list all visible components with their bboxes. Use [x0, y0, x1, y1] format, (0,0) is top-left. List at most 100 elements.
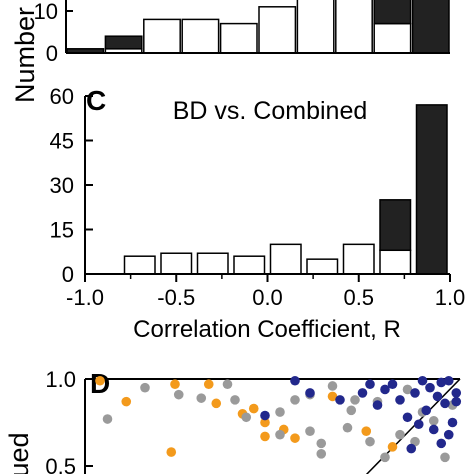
panel-d-point-s2-21	[443, 429, 454, 440]
panel-d-y-ticks: 0.5 1.0	[45, 367, 93, 474]
panel-d-points	[95, 375, 462, 463]
panel-c-bar-open-4	[269, 243, 302, 275]
panel-c-bar-open-3	[233, 255, 266, 275]
panel-c-y-tick-label-0: 0	[62, 262, 74, 287]
panel-d-point-s1-4	[222, 379, 233, 390]
panel-c-x-ticks: -1.0 -0.5 0.0 0.5 1.0	[66, 274, 465, 310]
panel-b-bar-open-7	[335, 0, 373, 54]
panel-d-point-s2-12	[417, 375, 428, 386]
panel-d-point-s2-24	[451, 396, 462, 407]
panel-d-point-s2-16	[436, 377, 447, 388]
panel-c-bar-filled-8	[415, 104, 448, 275]
panel-d-point-s2-0	[260, 410, 270, 421]
panel-d-point-s2-8	[387, 379, 398, 390]
panel-d-y-axis-label: ued	[4, 432, 34, 474]
panel-d-point-s2-5	[365, 379, 375, 390]
panel-d-point-s2-17	[440, 398, 450, 409]
panel-d-point-s1-8	[290, 395, 300, 405]
panel-c-bars	[123, 104, 448, 275]
panel-d-point-s2-22	[413, 419, 424, 430]
panel-c-y-tick-label-45: 45	[50, 129, 74, 154]
panel-d-point-s0-14	[387, 442, 398, 452]
panel-c: C BD vs. Combined 0 15 30 45 60 -1.0 -0.5 0.0 0…	[50, 84, 466, 343]
panel-d-point-s2-6	[372, 400, 383, 410]
panel-b-bar-open-2	[143, 18, 181, 54]
panel-d-point-s2-15	[432, 391, 443, 402]
panel-d-point-s1-9	[305, 426, 315, 437]
panel-d-point-s2-9	[395, 395, 405, 405]
panel-d-point-s0-2	[170, 379, 180, 390]
panel-d-y-tick-label-0.5: 0.5	[45, 454, 76, 474]
panel-d-point-s2-19	[447, 417, 458, 428]
panel-d-point-s2-2	[305, 388, 315, 398]
panel-b-y-tick-label-0: 0	[46, 41, 58, 66]
panel-c-label: C	[86, 85, 106, 116]
panel-d-point-s0-4	[211, 398, 222, 409]
panel-b-y-axis-label: Number	[10, 7, 40, 103]
panel-d-point-s1-11	[327, 381, 338, 391]
panel-c-y-tick-label-30: 30	[50, 173, 74, 198]
panel-c-y-ticks: 0 15 30 45 60	[50, 84, 93, 287]
panel-c-x-axis-label: Correlation Coefficient, R	[133, 316, 401, 343]
panel-d-point-s2-13	[421, 405, 432, 416]
panel-d-point-s0-11	[290, 433, 300, 443]
panel-d-point-s1-27	[316, 449, 327, 459]
panel-d-point-s1-7	[275, 429, 285, 440]
panel-c-bar-open-2	[196, 252, 229, 275]
panel-d-point-s0-6	[248, 403, 259, 414]
panel-d-point-s0-10	[166, 447, 177, 457]
panel-d-point-s2-14	[425, 382, 435, 393]
panel-c-x-tick-label-0.0: 0.0	[252, 285, 283, 310]
panel-c-x-tick-label-1.0: 1.0	[435, 285, 466, 310]
panel-d-point-s1-10	[316, 438, 327, 449]
panel-d-point-s1-13	[346, 405, 357, 416]
panel-d-point-s0-8	[260, 417, 270, 428]
panel-b-y-tick-labels: 0 10	[34, 0, 73, 66]
panel-c-bar-open-1	[160, 252, 193, 275]
panel-d-point-s2-20	[451, 388, 462, 398]
panel-b-bar-filled-8	[373, 0, 412, 25]
panel-d-point-s0-7	[260, 431, 270, 442]
panel-d-point-s0-12	[361, 426, 372, 437]
panel-d-point-s0-1	[121, 396, 132, 407]
panel-c-bar-open-7	[379, 249, 412, 275]
panel-b-bars	[66, 0, 450, 54]
panel-d-point-s1-22	[428, 415, 439, 426]
panel-b-y-tick-label-10: 10	[34, 0, 58, 24]
panel-d-point-s2-23	[436, 438, 447, 449]
panel-c-bar-filled-7	[379, 199, 412, 252]
panel-d-point-s1-0	[102, 414, 113, 424]
panel-c-title: BD vs. Combined	[173, 97, 368, 125]
panel-c-y-tick-label-15: 15	[50, 218, 74, 243]
panel-d-point-s2-18	[443, 375, 454, 386]
panel-b-bar-filled-9	[411, 0, 450, 54]
panel-b-bar-open-8	[373, 22, 412, 54]
panel-d-point-s0-0	[95, 375, 105, 386]
panel-d-point-s2-3	[335, 395, 345, 405]
panel-d-point-s1-3	[196, 393, 207, 403]
panel-d-point-s2-25	[406, 443, 417, 454]
panel-d-point-s1-23	[440, 452, 450, 463]
panel-d-point-s2-1	[290, 375, 300, 386]
panel-c-bar-open-6	[342, 243, 375, 275]
panel-d-y-tick-label-1.0: 1.0	[45, 367, 76, 392]
panel-d-point-s1-12	[342, 422, 353, 433]
panel-d-point-s2-11	[410, 388, 420, 398]
panel-b-bar-open-5	[258, 6, 297, 54]
panel-b-bar-open-3	[181, 18, 220, 54]
panel-d-point-s2-10	[402, 412, 413, 423]
panel-d-point-s1-17	[380, 452, 390, 463]
panel-d-point-s1-1	[140, 382, 150, 393]
panel-d-point-s1-19	[402, 384, 413, 395]
panel-d-point-s1-14	[350, 395, 360, 405]
panel-d-point-s1-25	[275, 407, 285, 417]
panel-d-point-s2-26	[428, 424, 439, 435]
panel-d: D ued 0.51.0	[4, 367, 462, 474]
panel-d-point-s1-15	[365, 436, 375, 447]
panel-d-point-s0-3	[203, 379, 214, 390]
panel-d-point-s1-2	[173, 389, 184, 400]
panel-c-x-tick-label--1.0: -1.0	[66, 285, 104, 310]
panel-c-x-tick-label--0.5: -0.5	[157, 285, 195, 310]
panel-d-point-s2-4	[357, 388, 368, 398]
